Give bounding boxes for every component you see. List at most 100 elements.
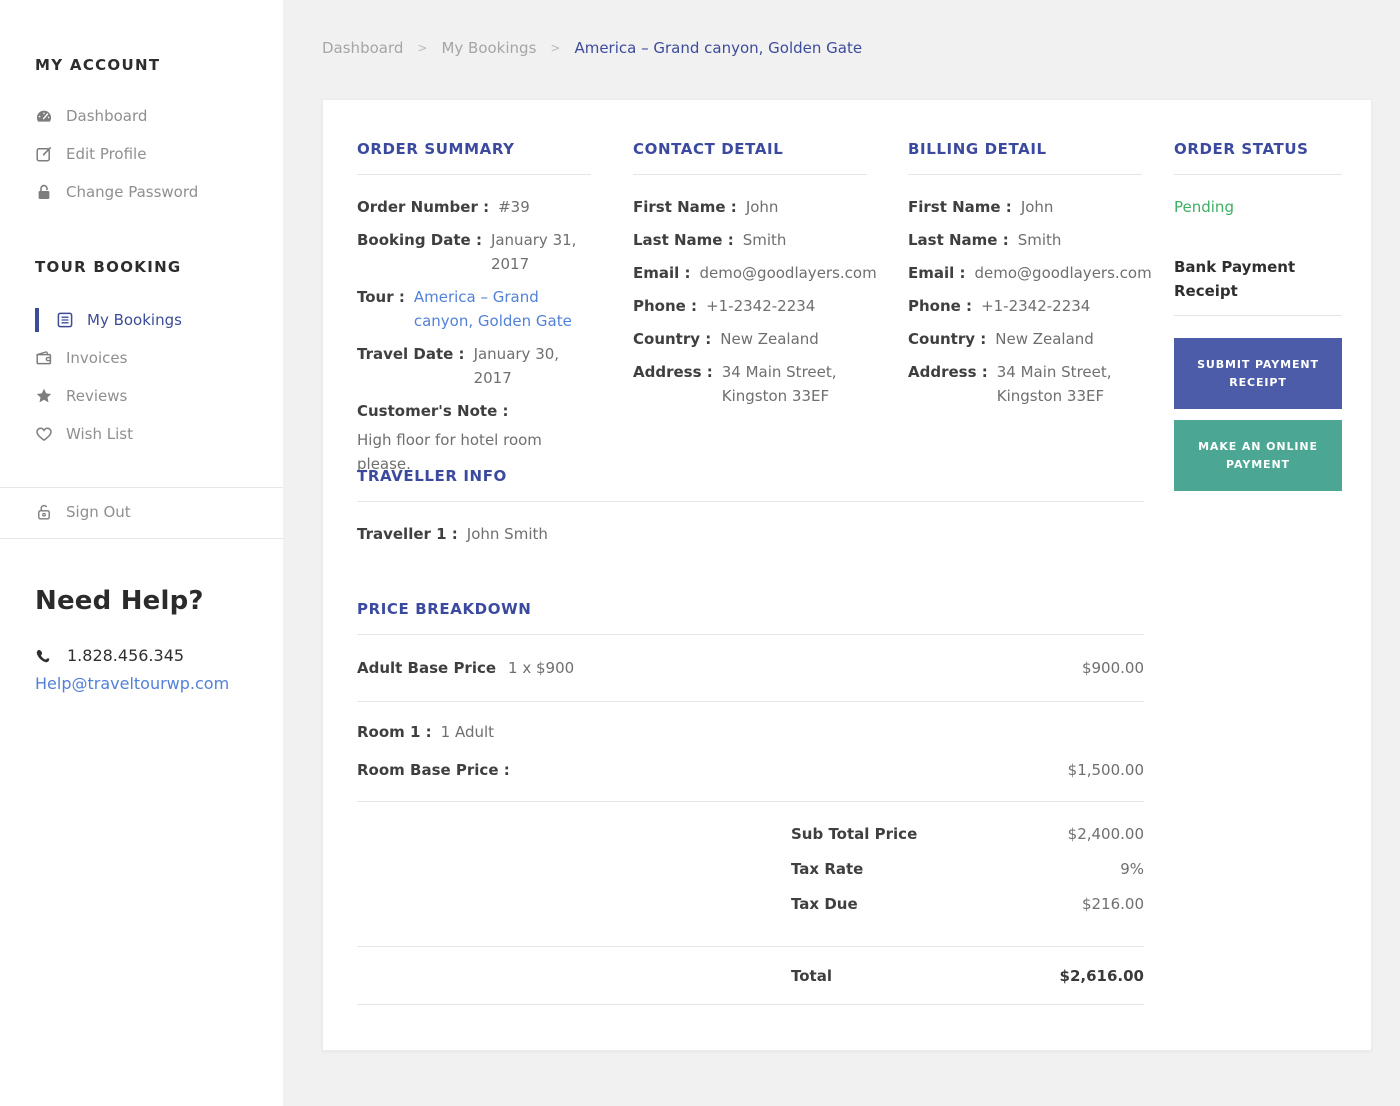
total-label: Sub Total Price — [791, 825, 918, 843]
sidebar-item-dashboard[interactable]: Dashboard — [0, 103, 283, 129]
dashboard-icon — [35, 107, 53, 125]
price-label: Adult Base Price — [357, 659, 497, 677]
sidebar-item-invoices[interactable]: Invoices — [0, 345, 283, 371]
email-row: Email : demo@goodlayers.com — [908, 261, 1152, 285]
sidebar-item-change-password[interactable]: Change Password — [0, 179, 283, 205]
country-row: Country : New Zealand — [908, 327, 1142, 351]
section-title: ORDER STATUS — [1174, 140, 1309, 158]
booking-detail-card: ORDER SUMMARY Order Number : #39 Booking… — [322, 99, 1372, 1051]
breadcrumb-dashboard[interactable]: Dashboard — [322, 39, 404, 57]
sidebar-item-reviews[interactable]: Reviews — [0, 383, 283, 409]
price-qty: 1 x $900 — [508, 659, 575, 677]
breadcrumb-current: America – Grand canyon, Golden Gate — [574, 39, 863, 57]
row-divider — [357, 1004, 1144, 1005]
section-divider — [1174, 174, 1342, 175]
sidebar-item-label: Reviews — [66, 387, 128, 405]
total-label: Tax Due — [791, 895, 858, 913]
first-name-row: First Name : John — [908, 195, 1142, 219]
sidebar-item-sign-out[interactable]: Sign Out — [0, 499, 283, 525]
email-row: Email : demo@goodlayers.com — [633, 261, 877, 285]
field-label: Last Name : — [908, 231, 1009, 249]
help-phone: 1.828.456.345 — [35, 646, 184, 665]
submit-payment-receipt-button[interactable]: SUBMIT PAYMENT RECEIPT — [1174, 338, 1342, 409]
need-help-title: Need Help? — [35, 586, 204, 616]
total-value: 9% — [1120, 860, 1144, 878]
field-value: demo@goodlayers.com — [974, 264, 1152, 282]
field-value: Smith — [1017, 231, 1062, 249]
adult-base-price-row: Adult Base Price 1 x $900 $900.00 — [357, 656, 1144, 680]
sidebar-item-label: Edit Profile — [66, 145, 147, 163]
section-divider — [633, 174, 867, 175]
contact-detail-section: CONTACT DETAIL First Name : John Last Na… — [633, 140, 877, 417]
field-label: First Name : — [633, 198, 737, 216]
tax-due-row: Tax Due $216.00 — [357, 892, 1144, 916]
sidebar-item-edit-profile[interactable]: Edit Profile — [0, 141, 283, 167]
field-label: Address : — [633, 363, 713, 381]
field-value: #39 — [498, 198, 530, 216]
heart-icon — [35, 425, 53, 443]
sidebar-divider — [0, 487, 283, 488]
field-label: Phone : — [908, 297, 973, 315]
breadcrumb-separator-icon: > — [550, 41, 561, 55]
field-label: Email : — [633, 264, 691, 282]
field-value: New Zealand — [995, 330, 1094, 348]
order-status-section: ORDER STATUS Pending Bank Payment Receip… — [1174, 140, 1342, 491]
section-title: BILLING DETAIL — [908, 140, 1047, 158]
section-divider — [908, 174, 1142, 175]
total-value: $2,616.00 — [1059, 967, 1144, 985]
sidebar-item-wish-list[interactable]: Wish List — [0, 421, 283, 447]
field-label: Order Number : — [357, 198, 490, 216]
order-summary-section: ORDER SUMMARY Order Number : #39 Booking… — [357, 140, 591, 476]
price-value: 1 Adult — [440, 723, 495, 741]
price-amount: $1,500.00 — [1067, 761, 1144, 779]
price-breakdown-title: PRICE BREAKDOWN — [357, 600, 532, 618]
room-base-price-row: Room Base Price : $1,500.00 — [357, 758, 1144, 782]
help-email-link[interactable]: Help@traveltourwp.com — [35, 674, 230, 693]
field-label: Booking Date : — [357, 231, 482, 249]
field-label: Customer's Note : — [357, 402, 509, 420]
section-divider — [1174, 315, 1342, 316]
billing-detail-section: BILLING DETAIL First Name : John Last Na… — [908, 140, 1152, 417]
field-value: John — [745, 198, 779, 216]
tour-row: Tour : America – Grand canyon, Golden Ga… — [357, 285, 591, 333]
field-label: First Name : — [908, 198, 1012, 216]
section-divider — [357, 501, 1144, 502]
sign-out-icon — [35, 503, 53, 521]
field-label: Country : — [633, 330, 712, 348]
row-divider — [357, 946, 1144, 947]
section-title: CONTACT DETAIL — [633, 140, 784, 158]
row-divider — [357, 701, 1144, 702]
help-phone-number: 1.828.456.345 — [67, 646, 185, 665]
sidebar-heading-my-account: MY ACCOUNT — [35, 56, 161, 74]
field-value: +1-2342-2234 — [981, 297, 1091, 315]
field-value: demo@goodlayers.com — [699, 264, 877, 282]
sidebar-item-label: Dashboard — [66, 107, 148, 125]
active-indicator — [35, 308, 39, 332]
field-value: +1-2342-2234 — [706, 297, 816, 315]
total-label: Total — [791, 967, 832, 985]
edit-icon — [35, 145, 53, 163]
total-value: $2,400.00 — [1067, 825, 1144, 843]
total-label: Tax Rate — [791, 860, 864, 878]
make-online-payment-button[interactable]: MAKE AN ONLINE PAYMENT — [1174, 420, 1342, 491]
field-label: Country : — [908, 330, 987, 348]
field-label: Phone : — [633, 297, 698, 315]
customer-note-text: High floor for hotel room please. — [357, 431, 542, 473]
field-value: New Zealand — [720, 330, 819, 348]
bookings-icon — [56, 311, 74, 329]
lock-icon — [35, 183, 53, 201]
tour-link[interactable]: America – Grand canyon, Golden Gate — [413, 288, 572, 330]
star-icon — [35, 387, 53, 405]
last-name-row: Last Name : Smith — [908, 228, 1142, 252]
breadcrumb-my-bookings[interactable]: My Bookings — [441, 39, 537, 57]
sidebar-item-my-bookings[interactable]: My Bookings — [0, 307, 283, 333]
field-value: January 31, 2017 — [490, 231, 577, 273]
sidebar-item-label: Wish List — [66, 425, 133, 443]
breadcrumb: Dashboard > My Bookings > America – Gran… — [322, 39, 862, 57]
phone-row: Phone : +1-2342-2234 — [633, 294, 867, 318]
total-value: $216.00 — [1081, 895, 1144, 913]
sidebar: MY ACCOUNT Dashboard Edit Profile Change… — [0, 0, 283, 1106]
field-value: John — [1020, 198, 1054, 216]
field-value: John Smith — [466, 525, 548, 543]
price-amount: $900.00 — [1081, 659, 1144, 677]
